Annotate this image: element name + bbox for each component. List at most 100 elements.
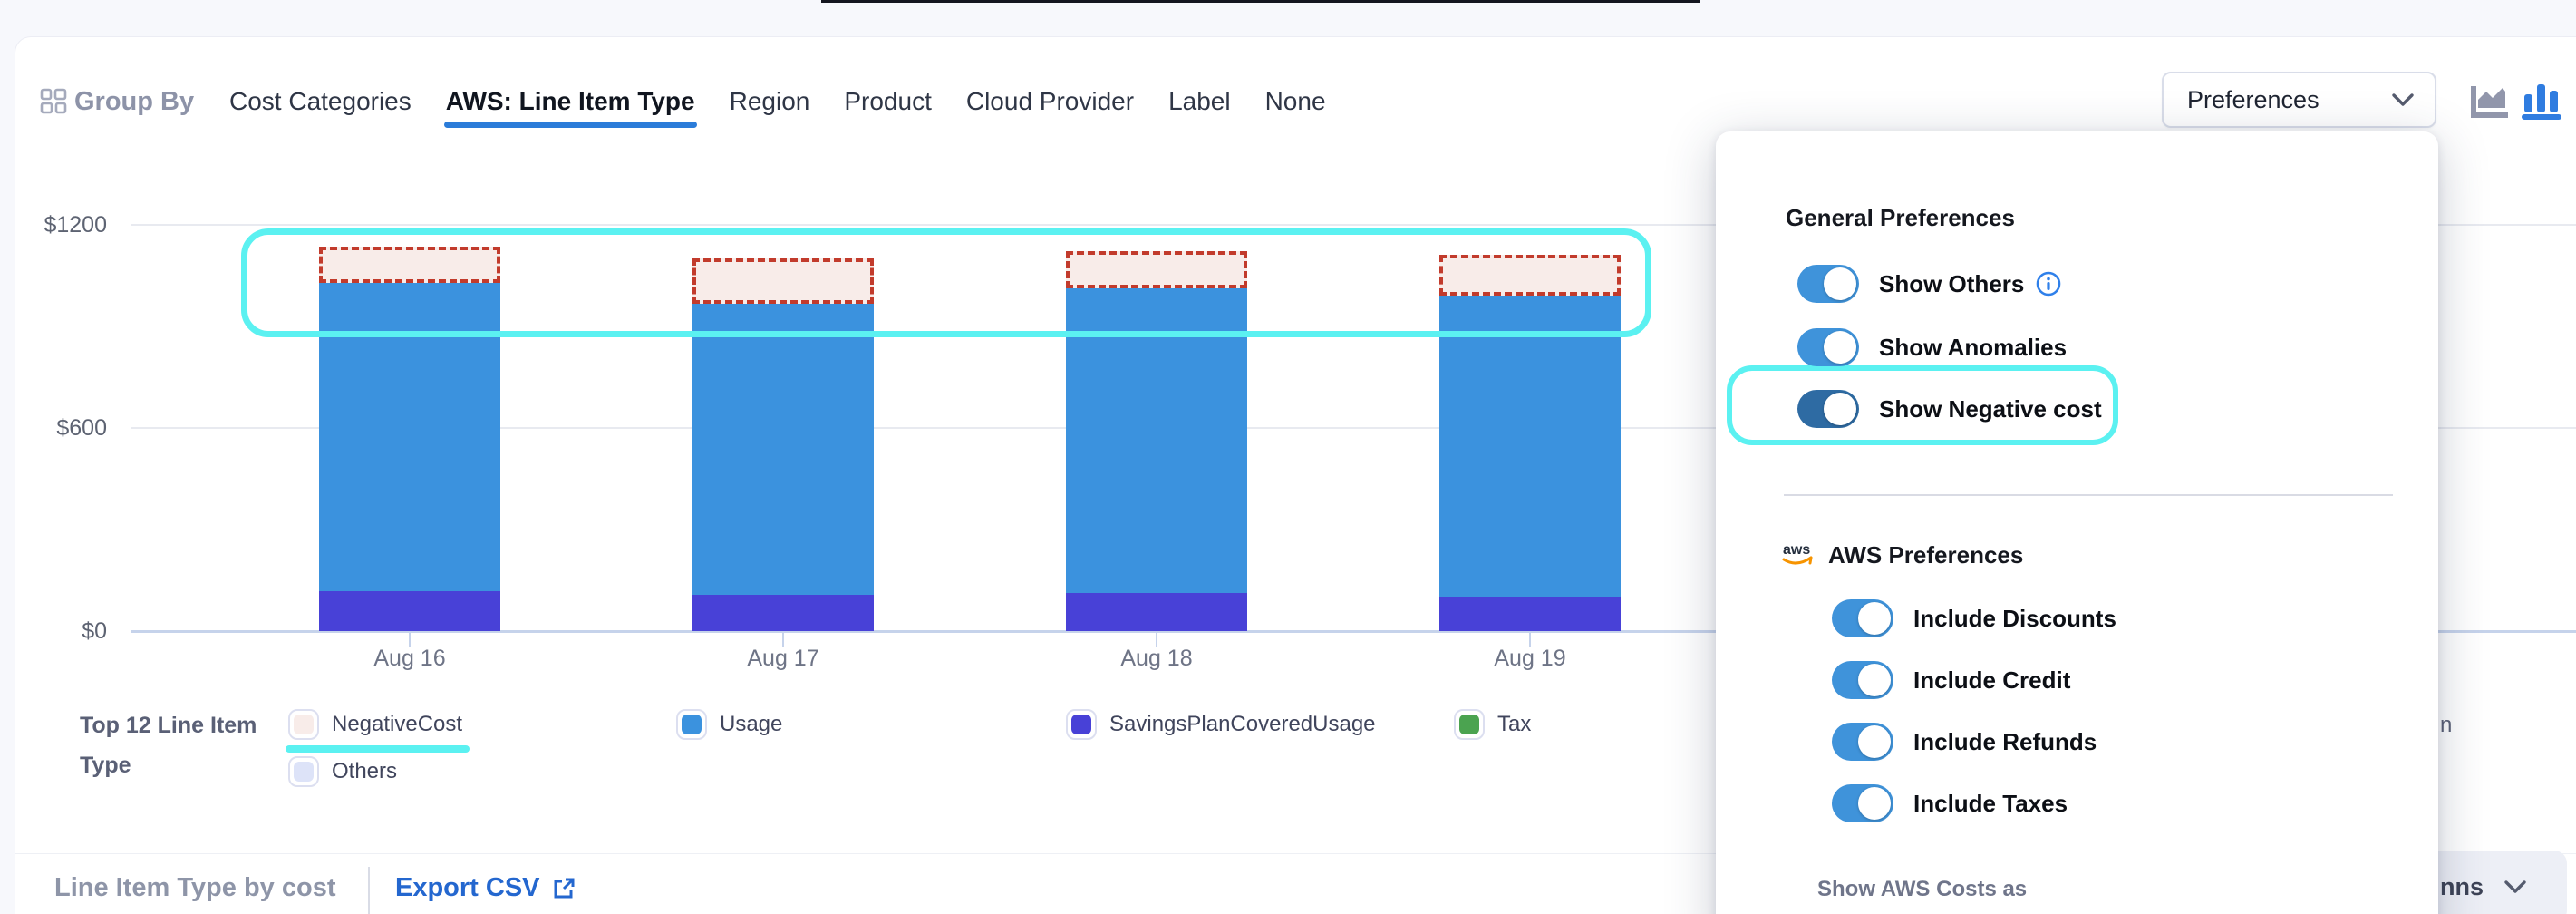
export-csv-label: Export CSV [395,873,540,902]
preferences-panel: General Preferences Show Others Show Anom… [1716,131,2438,914]
export-csv-link[interactable]: Export CSV [395,873,576,903]
tab-product[interactable]: Product [844,87,932,115]
legend-item-others[interactable]: Others [288,756,397,787]
bar-segment-savingsplancoveredusage[interactable] [319,590,500,631]
x-axis-label: Aug 18 [1120,646,1193,671]
toggle-show-negative-cost[interactable] [1797,390,1859,428]
toggle-knob [1858,664,1891,696]
tab-cloud-provider[interactable]: Cloud Provider [965,87,1135,115]
external-link-icon [554,878,575,898]
top-edge-line [821,0,1700,3]
toggle-label-text: Show Anomalies [1879,334,2068,361]
toggle-label-text: Show Others [1879,270,2025,297]
toggle-label-show-anomalies: Show Anomalies [1879,328,2067,366]
gridline-0 [131,630,2576,633]
show-aws-costs-as-label: Show AWS Costs as [1817,877,2028,901]
bar-chart-icon[interactable] [2523,83,2560,112]
legend-swatch-fill [294,715,314,734]
bar-segment-usage[interactable] [692,303,874,596]
toggle-label-include-refunds: Include Refunds [1913,723,2097,761]
toggle-include-refunds[interactable] [1832,723,1893,761]
bar-segment-usage[interactable] [1066,287,1247,593]
legend-swatch [1454,709,1485,740]
y-axis-label: $1200 [44,212,107,238]
toggle-label-show-others: Show Others [1879,265,2062,303]
bar-segment-usage[interactable] [1439,296,1621,597]
columns-button-label: nns [2440,872,2484,900]
preferences-button-label: Preferences [2187,85,2319,113]
legend-item-savingsplancoveredusage[interactable]: SavingsPlanCoveredUsage [1066,709,1376,740]
toggle-include-discounts[interactable] [1832,599,1893,637]
legend-swatch [1066,709,1097,740]
legend-item-label: NegativeCost [332,712,463,736]
toggle-label-text: Include Refunds [1913,728,2097,755]
toggle-show-anomalies[interactable] [1797,328,1859,366]
legend-swatch [288,709,319,740]
x-tick-mark [782,632,784,647]
negative-cost-box[interactable] [692,258,874,304]
group-by-label: Group By [74,87,195,116]
active-tab-underline [443,122,697,128]
legend-title-line1: Top 12 Line Item [80,713,257,738]
toggle-label-show-negative-cost: Show Negative cost [1879,390,2102,428]
legend-item-label: Usage [720,712,783,736]
footer-vertical-divider [368,867,370,914]
legend-swatch-fill [1459,715,1479,734]
legend-item-negativecost[interactable]: NegativeCost [288,709,462,740]
tab-none[interactable]: None [1264,87,1326,115]
toggle-label-include-taxes: Include Taxes [1913,784,2068,822]
toggle-label-include-discounts: Include Discounts [1913,599,2116,637]
info-icon[interactable] [2035,270,2062,297]
toggle-knob [1858,602,1891,635]
negative-cost-box[interactable] [319,246,500,283]
toggle-label-text: Include Taxes [1913,790,2068,817]
toggle-knob [1858,725,1891,758]
legend-swatch [676,709,707,740]
toggle-knob [1858,787,1891,820]
legend-title-line2: Type [80,753,131,778]
aws-logo-icon: aws [1782,542,1813,565]
bar-segment-usage[interactable] [319,282,500,591]
tab-aws-line-item-type[interactable]: AWS: Line Item Type [443,80,697,128]
legend-overflow-text: n [2440,713,2453,737]
preferences-dropdown-button[interactable]: Preferences [2162,72,2436,128]
section-title: Line Item Type by cost [54,873,336,902]
svg-text:aws: aws [1783,542,1810,558]
legend-item-tax[interactable]: Tax [1454,709,1531,740]
legend-swatch-fill [1071,715,1091,734]
negative-cost-box[interactable] [1439,254,1621,297]
toggle-include-credit[interactable] [1832,661,1893,699]
toggle-knob [1824,267,1856,300]
chevron-down-icon [2504,880,2526,893]
bar-segment-savingsplancoveredusage[interactable] [692,595,874,631]
legend-item-usage[interactable]: Usage [676,709,782,740]
x-tick-mark [1529,632,1531,647]
chevron-down-icon [2392,93,2414,106]
footer-divider [15,853,2576,854]
tab-region[interactable]: Region [729,87,810,115]
area-chart-icon[interactable] [2471,83,2511,118]
legend-swatch [288,756,319,787]
toggle-knob [1824,393,1856,425]
bar-segment-savingsplancoveredusage[interactable] [1439,596,1621,631]
x-axis-label: Aug 17 [747,646,819,671]
toggle-show-others[interactable] [1797,265,1859,303]
toggle-include-taxes[interactable] [1832,784,1893,822]
bar-chart-active-underline [2522,114,2561,120]
x-tick-mark [409,632,411,647]
negative-cost-box[interactable] [1066,251,1247,288]
legend-title: Top 12 Line Item Type [80,705,270,785]
group-by-icon [40,88,67,114]
tab-label[interactable]: Label [1168,87,1231,115]
toggle-label-include-credit: Include Credit [1913,661,2070,699]
tab-cost-categories[interactable]: Cost Categories [229,87,412,115]
gridline-1200 [131,224,2576,226]
toggle-label-text: Include Discounts [1913,605,2116,632]
bar-segment-savingsplancoveredusage[interactable] [1066,592,1247,631]
toggle-label-text: Include Credit [1913,666,2071,694]
toggle-label-text: Show Negative cost [1879,395,2102,423]
panel-divider [1784,494,2393,496]
legend-swatch-fill [682,715,702,734]
x-axis-label: Aug 16 [373,646,446,671]
